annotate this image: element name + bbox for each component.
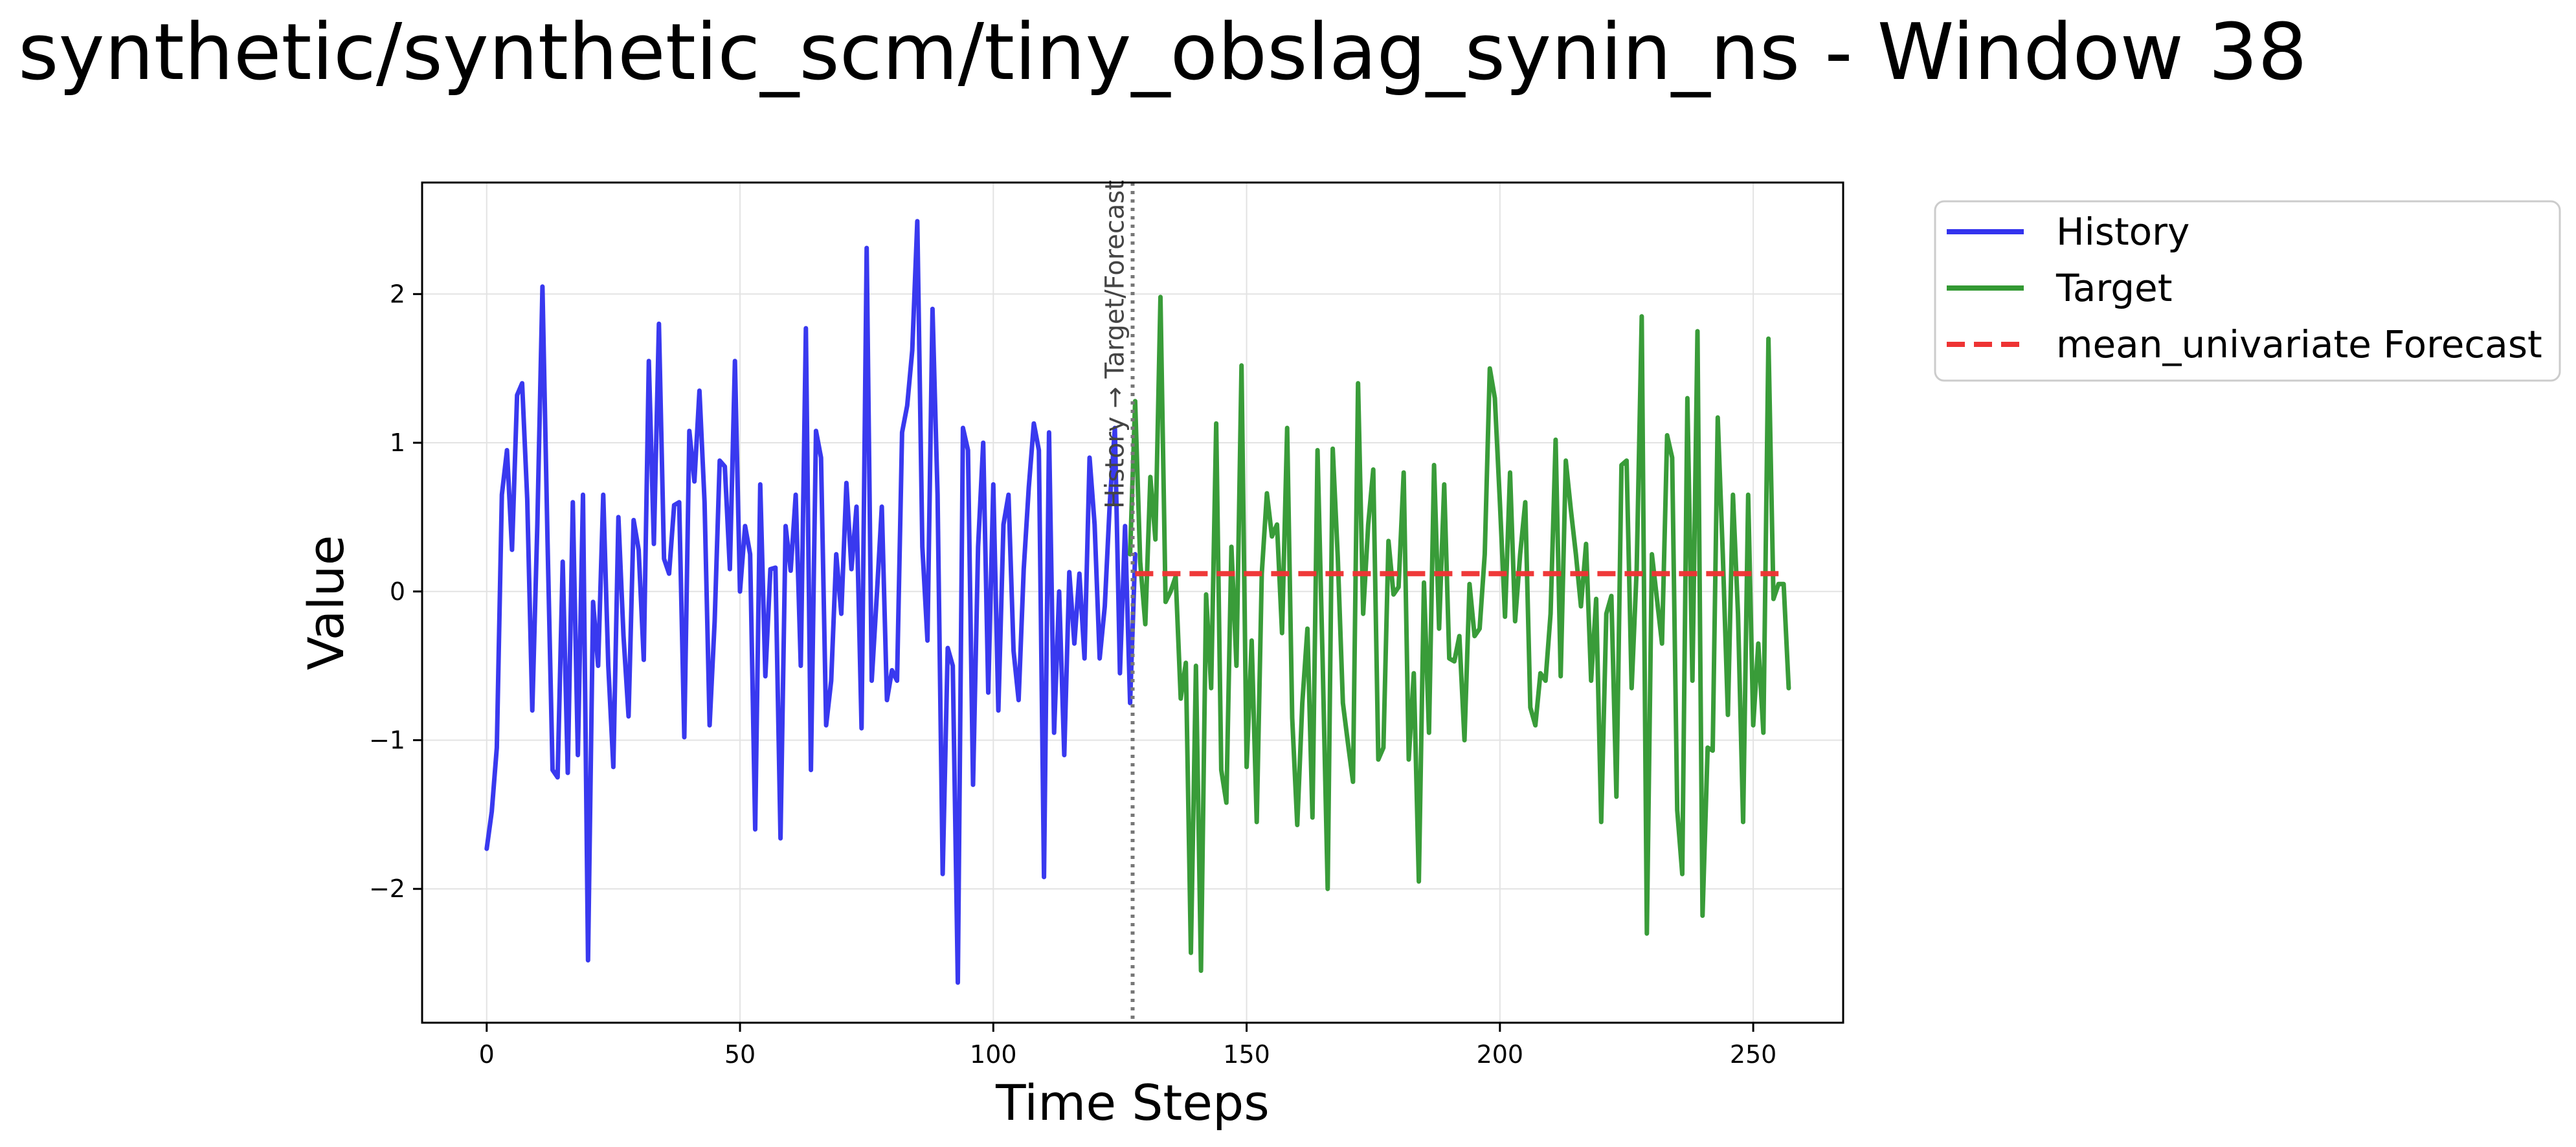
x-tick-label: 50 bbox=[724, 1040, 756, 1069]
x-tick-label: 0 bbox=[479, 1040, 495, 1069]
y-axis-label: Value bbox=[297, 535, 355, 671]
series-line-1 bbox=[1128, 295, 1791, 974]
plot-frame bbox=[421, 181, 1844, 1024]
series-line-0 bbox=[484, 219, 1137, 985]
y-tick-label: 1 bbox=[390, 429, 405, 457]
x-tick-label: 100 bbox=[970, 1040, 1017, 1069]
x-tick-label: 150 bbox=[1223, 1040, 1270, 1069]
legend-frame bbox=[1934, 200, 2561, 382]
tick-layer: 0 50 100 150 200 250 −2 −1 0 1 2 bbox=[369, 280, 1776, 1069]
chart-title: synthetic/synthetic_scm/tiny_obslag_syni… bbox=[18, 8, 2307, 98]
series-layer bbox=[484, 219, 1791, 985]
y-tick-label: 2 bbox=[390, 280, 405, 308]
y-tick-label: 0 bbox=[390, 577, 405, 606]
x-tick-label: 200 bbox=[1477, 1040, 1524, 1069]
legend: History Target mean_univariate Forecast bbox=[1934, 200, 2561, 382]
legend-entry-label: Target bbox=[2055, 266, 2172, 310]
x-axis-label: Time Steps bbox=[995, 1074, 1270, 1131]
x-tick-label: 250 bbox=[1730, 1040, 1777, 1069]
y-tick-label: −2 bbox=[369, 874, 405, 903]
legend-entry-label: mean_univariate Forecast bbox=[2056, 322, 2542, 366]
split-label: History → Target/Forecast bbox=[1101, 180, 1130, 509]
y-tick-label: −1 bbox=[369, 726, 405, 755]
legend-entry-label: History bbox=[2056, 210, 2190, 254]
